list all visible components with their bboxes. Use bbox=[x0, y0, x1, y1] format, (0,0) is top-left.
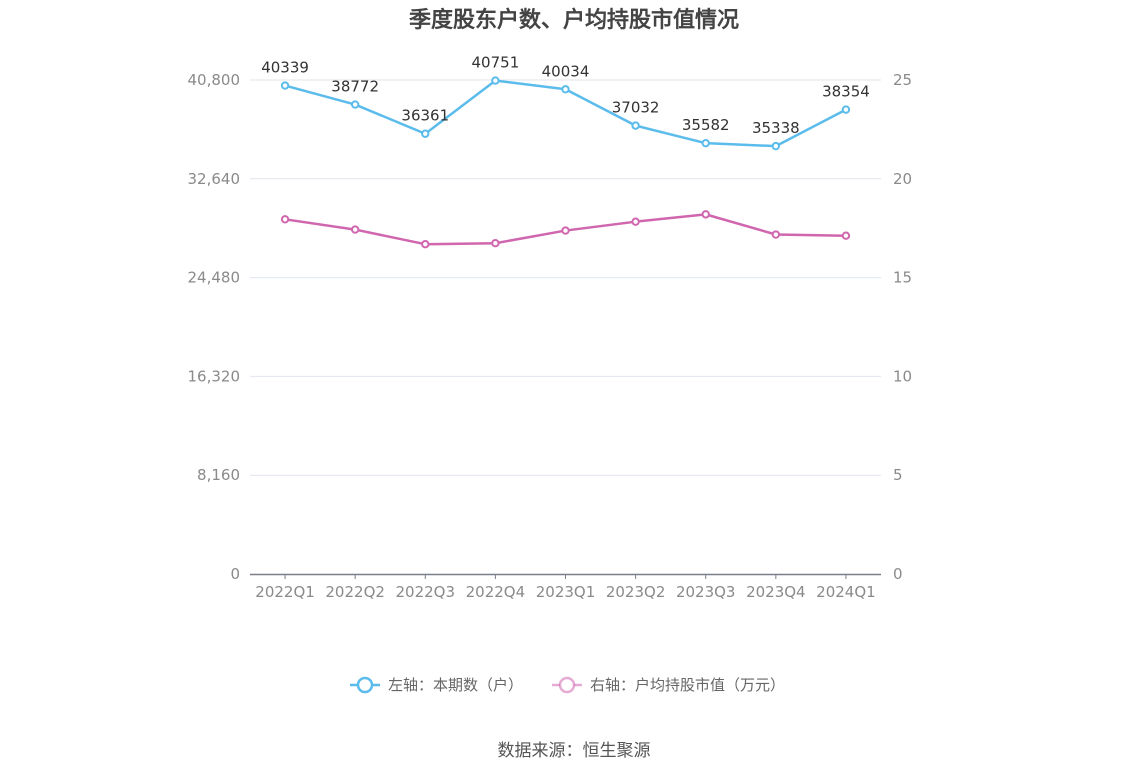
data-point bbox=[421, 240, 430, 249]
legend-marker bbox=[356, 676, 374, 694]
left-tick-label: 40,800 bbox=[188, 71, 241, 89]
data-point bbox=[491, 76, 500, 85]
data-label: 40034 bbox=[542, 62, 590, 80]
data-point bbox=[280, 215, 290, 224]
data-point bbox=[421, 129, 430, 138]
data-label: 35582 bbox=[682, 116, 730, 134]
data-point bbox=[491, 239, 500, 248]
x-tick-label: 2023Q3 bbox=[676, 583, 736, 601]
right-tick-label: 15 bbox=[893, 269, 912, 287]
data-point bbox=[280, 81, 290, 90]
x-tick-label: 2022Q4 bbox=[466, 583, 526, 601]
data-point bbox=[561, 85, 570, 94]
chart-title: 季度股东户数、户均持股市值情况 bbox=[408, 8, 739, 33]
data-label: 38772 bbox=[331, 78, 379, 96]
data-label: 35338 bbox=[752, 119, 800, 137]
left-tick-label: 24,480 bbox=[188, 269, 241, 287]
data-point bbox=[561, 226, 570, 235]
x-tick-label: 2022Q2 bbox=[325, 583, 385, 601]
right-tick-label: 25 bbox=[893, 71, 912, 89]
right-tick-label: 5 bbox=[893, 466, 903, 484]
legend-marker bbox=[558, 676, 576, 694]
x-tick-label: 2022Q1 bbox=[255, 583, 315, 601]
series-layer: 40339 38772 36361 40751 40034 37032 35582 35338… bbox=[261, 54, 870, 249]
data-label: 37032 bbox=[612, 99, 660, 117]
left-tick-label: 8,160 bbox=[197, 466, 240, 484]
left-tick-label: 0 bbox=[230, 565, 240, 583]
left-tick-label: 16,320 bbox=[188, 367, 241, 385]
data-point bbox=[631, 217, 640, 226]
data-label: 36361 bbox=[401, 107, 449, 125]
left-tick-label: 32,640 bbox=[188, 170, 241, 188]
grid-lines bbox=[250, 79, 881, 476]
left-axis-ticks: 0 8,160 16,320 24,480 32,640 40,800 bbox=[188, 71, 241, 583]
x-tick-label: 2023Q2 bbox=[606, 583, 666, 601]
data-point bbox=[771, 230, 781, 239]
x-tick-label: 2022Q3 bbox=[396, 583, 456, 601]
data-point bbox=[701, 138, 710, 148]
right-axis-ticks: 0 5 10 15 20 25 bbox=[893, 71, 912, 583]
data-point bbox=[350, 100, 360, 109]
x-tick-label: 2023Q1 bbox=[536, 583, 596, 601]
data-source: 数据来源：恒生聚源 bbox=[497, 741, 651, 761]
data-point bbox=[841, 105, 851, 114]
legend-label: 右轴：户均持股市值（万元） bbox=[590, 676, 785, 694]
x-tick-label: 2023Q4 bbox=[746, 583, 806, 601]
right-tick-label: 20 bbox=[893, 170, 912, 188]
right-tick-label: 10 bbox=[893, 367, 912, 385]
legend: 左轴：本期数（户） 右轴：户均持股市值（万元） bbox=[350, 676, 785, 694]
data-label: 38354 bbox=[822, 83, 870, 101]
data-point bbox=[631, 121, 640, 130]
data-point bbox=[350, 225, 360, 234]
x-axis: 2022Q1 2022Q2 2022Q3 2022Q4 2023Q1 2023Q2 2023… bbox=[250, 573, 881, 601]
legend-label: 左轴：本期数（户） bbox=[388, 676, 523, 694]
right-tick-label: 0 bbox=[893, 565, 903, 583]
data-label: 40339 bbox=[261, 59, 309, 77]
x-tick-label: 2024Q1 bbox=[816, 583, 876, 601]
data-point bbox=[701, 210, 710, 219]
data-point bbox=[771, 141, 781, 151]
data-point bbox=[841, 231, 851, 240]
data-label: 40751 bbox=[472, 54, 520, 72]
